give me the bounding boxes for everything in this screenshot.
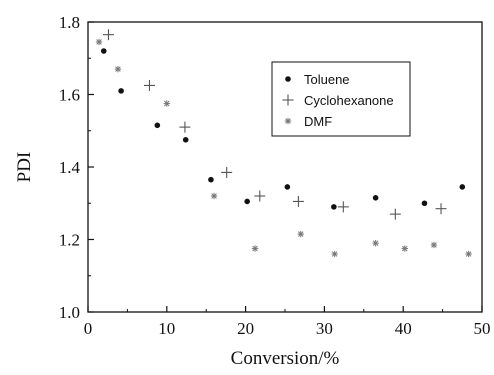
asterisk-stroke (211, 193, 217, 199)
dmf-point (163, 100, 170, 107)
y-tick-label: 1.0 (59, 303, 80, 322)
dmf-point (251, 245, 259, 252)
x-tick-label: 40 (395, 319, 412, 338)
asterisk-stroke (164, 100, 170, 107)
legend-label-dmf: DMF (304, 114, 332, 129)
toluene-point (284, 184, 291, 190)
x-tick-label: 30 (316, 319, 333, 338)
legend-label-cyclohexanone: Cyclohexanone (304, 93, 394, 108)
legend-label-toluene: Toluene (304, 72, 350, 87)
x-tick-label: 10 (158, 319, 175, 338)
asterisk-stroke (465, 251, 472, 257)
dmf-point (114, 65, 122, 73)
y-axis-ticks: 1.0 1.2 1.4 1.6 1.8 (59, 13, 94, 322)
asterisk-stroke (372, 240, 379, 246)
legend: Toluene Cyclohexanone DMF (271, 61, 411, 137)
legend-box (271, 61, 411, 137)
y-axis-title: PDI (14, 152, 35, 183)
dmf-point (430, 241, 438, 249)
cyclohexanone-point (254, 190, 266, 202)
dmf-point (297, 230, 304, 238)
y-tick-label: 1.8 (59, 13, 80, 32)
legend-marker-cyclohexanone (282, 94, 294, 106)
asterisk-stroke (96, 39, 102, 45)
x-tick-label: 0 (84, 319, 93, 338)
asterisk-stroke (285, 118, 291, 124)
toluene-point (459, 184, 466, 190)
x-tick-label: 20 (237, 319, 254, 338)
x-axis-title: Conversion/% (231, 348, 340, 369)
y-tick-label: 1.4 (59, 158, 81, 177)
cyclohexanone-point (292, 195, 304, 207)
dmf-point (210, 192, 218, 200)
x-tick-label: 50 (474, 319, 491, 338)
cyclohexanone-point (389, 208, 401, 220)
toluene-point (208, 176, 214, 183)
dmf-point (331, 250, 338, 258)
toluene-point (154, 122, 161, 129)
cyclohexanone-point (221, 166, 233, 178)
x-axis-ticks: 0 10 20 30 40 50 (84, 306, 491, 338)
toluene-point (331, 204, 337, 210)
dmf-point (95, 38, 103, 46)
asterisk-stroke (298, 231, 304, 237)
cyclohexanone-point (179, 121, 191, 133)
y-tick-label: 1.2 (59, 231, 80, 250)
legend-marker-toluene (285, 76, 291, 82)
asterisk-stroke (431, 242, 437, 248)
toluene-point (244, 198, 250, 205)
toluene-point (100, 48, 107, 54)
dmf-point (465, 250, 472, 258)
y-tick-label: 1.6 (59, 86, 80, 105)
cyclohexanone-point (435, 203, 447, 215)
dmf-point (401, 245, 408, 252)
toluene-point (118, 88, 124, 94)
toluene-point (372, 195, 379, 201)
cyclohexanone-point (337, 201, 349, 213)
asterisk-stroke (402, 245, 408, 252)
legend-marker-dmf (284, 117, 292, 125)
asterisk-stroke (115, 66, 121, 72)
asterisk-stroke (331, 251, 338, 257)
dmf-point (372, 239, 379, 247)
toluene-point (182, 137, 189, 143)
asterisk-stroke (252, 245, 258, 252)
data-marks (95, 29, 472, 258)
cyclohexanone-point (143, 79, 155, 91)
cyclohexanone-point (102, 29, 114, 41)
toluene-point (421, 200, 428, 207)
